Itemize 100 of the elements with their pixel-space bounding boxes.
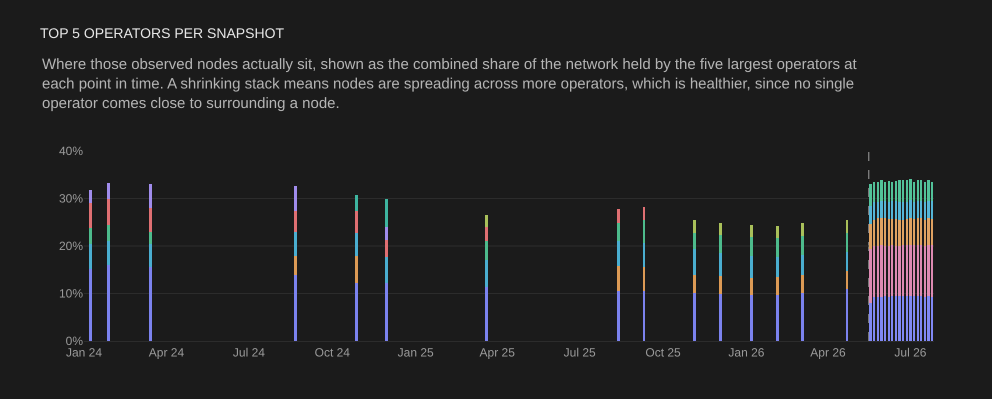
bar: [355, 233, 358, 256]
bar: [888, 181, 890, 202]
bar: [355, 211, 358, 233]
bar: [776, 257, 779, 277]
bar: [750, 256, 753, 278]
bar: [880, 180, 883, 201]
bar: [877, 246, 879, 297]
bar: [643, 243, 645, 267]
bar: [801, 255, 804, 275]
bar: [873, 202, 875, 220]
bar: [869, 224, 872, 249]
bar: [884, 296, 886, 341]
bar: [294, 275, 297, 341]
bar: [485, 241, 488, 260]
bar: [906, 296, 908, 341]
bar: [693, 249, 696, 275]
bar: [909, 200, 912, 218]
bar: [898, 180, 901, 202]
bar: [869, 184, 872, 206]
bar: [846, 233, 848, 252]
x-tick-label: Jul 24: [232, 345, 266, 360]
bar: [931, 182, 933, 201]
bar: [485, 287, 488, 341]
bar: [906, 202, 908, 219]
bar: [485, 227, 488, 241]
bar: [873, 297, 875, 341]
bar: [891, 296, 893, 341]
bar: [719, 223, 722, 235]
x-tick-label: Jul 26: [894, 345, 927, 360]
bar: [902, 180, 904, 202]
bar: [895, 219, 897, 246]
bar: [917, 296, 919, 341]
bar: [617, 291, 620, 341]
x-tick-label: Apr 24: [148, 345, 184, 360]
bar: [643, 207, 645, 220]
bar: [355, 283, 358, 341]
bar: [750, 225, 753, 237]
bar: [927, 296, 930, 341]
bar: [846, 271, 848, 289]
bar: [846, 220, 848, 233]
bar: [895, 201, 897, 219]
bar: [294, 211, 297, 232]
bar: [877, 182, 879, 202]
bar: [906, 180, 908, 202]
bar: [693, 220, 696, 233]
y-tick-label: 30%: [58, 192, 84, 206]
bar: [294, 232, 297, 256]
bar: [846, 289, 848, 341]
bar: [917, 180, 919, 201]
bar: [719, 253, 722, 276]
bar: [909, 218, 912, 245]
bar: [895, 296, 897, 341]
bar: [913, 182, 915, 202]
y-tick-label: 20%: [58, 239, 84, 254]
bar: [898, 202, 901, 220]
bar: [909, 296, 912, 341]
bar: [89, 228, 92, 244]
x-tick-label: Jul 25: [564, 345, 596, 360]
bar: [909, 245, 912, 296]
bar: [869, 206, 872, 224]
bar: [149, 184, 152, 208]
bar: [693, 233, 696, 249]
bar: [909, 179, 912, 200]
bar: [884, 218, 886, 246]
bar: [750, 237, 753, 256]
bar: [385, 240, 388, 257]
bar: [719, 276, 722, 294]
bar: [902, 220, 904, 245]
bar: [776, 295, 779, 341]
bar: [898, 246, 901, 296]
bar: [924, 220, 926, 246]
bar: [920, 201, 922, 218]
y-tick-label: 40%: [58, 144, 84, 158]
bar: [888, 219, 890, 246]
bar: [385, 283, 388, 341]
bar: [107, 241, 110, 265]
bar: [355, 195, 358, 211]
bar: [776, 226, 779, 238]
bar: [917, 218, 919, 245]
bar: [107, 225, 110, 241]
bar: [931, 245, 933, 297]
y-tick-label: 10%: [58, 286, 84, 301]
bar: [927, 218, 930, 245]
bar: [898, 220, 901, 246]
x-tick-label: Oct 24: [314, 345, 350, 360]
bar: [906, 219, 908, 245]
x-tick-label: Jan 25: [398, 345, 434, 360]
bar: [869, 249, 872, 303]
bar: [902, 245, 904, 296]
bar: [643, 220, 645, 243]
bar: [902, 296, 904, 341]
bar: [149, 208, 152, 232]
bar: [888, 297, 890, 341]
bar: [693, 275, 696, 293]
bar: [877, 297, 879, 341]
bar: [895, 181, 897, 201]
bar: [750, 295, 753, 341]
bar: [880, 297, 883, 341]
bar: [891, 201, 893, 219]
bar: [888, 202, 890, 219]
